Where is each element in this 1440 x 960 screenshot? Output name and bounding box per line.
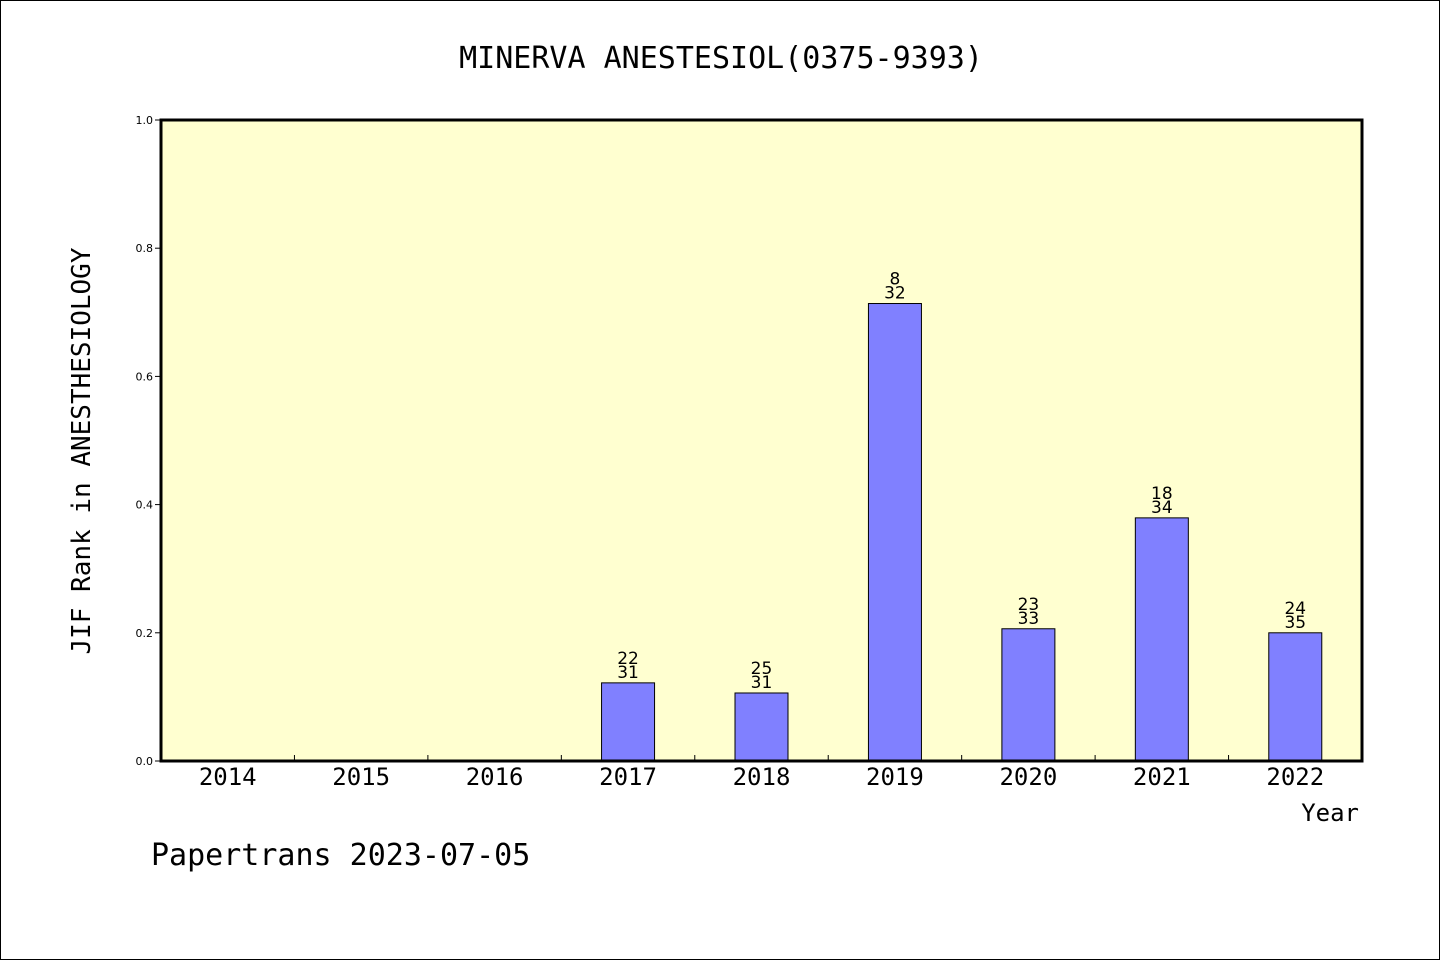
x-tick-label: 2018 — [733, 763, 791, 791]
bar-rank-label: 25 — [751, 659, 773, 679]
bar-total-label: 31 — [617, 663, 639, 683]
bar-2021 — [1134, 517, 1189, 762]
bar-2020 — [1001, 628, 1056, 762]
bar-total-label: 33 — [1018, 609, 1040, 629]
plot-border — [159, 118, 1364, 763]
x-ticks: 2014 2015 2016 2017 2018 2019 2020 2021 2022 — [199, 755, 1324, 791]
x-tick-label: 2019 — [866, 763, 924, 791]
y-axis-label: JIF Rank in ANESTHESIOLOGY — [67, 247, 97, 654]
x-tick-label: 2022 — [1266, 763, 1324, 791]
x-tick-label: 2014 — [199, 763, 257, 791]
y-tick-label: 0.0 — [136, 755, 154, 768]
bar-total-label: 34 — [1151, 498, 1173, 518]
bar-rank-label: 23 — [1018, 595, 1040, 615]
x-axis-label: Year — [1301, 799, 1359, 827]
x-tick-label: 2015 — [332, 763, 390, 791]
y-tick-label: 1.0 — [136, 114, 154, 127]
chart-title: MINERVA ANESTESIOL(0375-9393) — [459, 41, 983, 76]
x-tick-label: 2016 — [466, 763, 524, 791]
y-tick-label: 0.4 — [136, 499, 154, 512]
x-tick-label: 2017 — [599, 763, 657, 791]
y-tick-label: 0.6 — [136, 370, 154, 383]
bar-total-label: 31 — [751, 673, 773, 693]
x-tick-label: 2020 — [999, 763, 1057, 791]
y-tick-label: 0.2 — [136, 627, 154, 640]
bar-rank-label: 22 — [617, 649, 639, 669]
bar-2018 — [734, 692, 789, 762]
y-tick-label: 0.8 — [136, 242, 154, 255]
bar-rank-label: 24 — [1284, 599, 1306, 619]
x-tick-label: 2021 — [1133, 763, 1191, 791]
bar-2022 — [1268, 632, 1323, 762]
bar-2019 — [867, 303, 922, 762]
bar-2017 — [601, 682, 656, 762]
bar-rank-label: 18 — [1151, 484, 1173, 504]
bar-total-label: 35 — [1284, 613, 1306, 633]
y-ticks: 0.0 0.2 0.4 0.6 0.8 1.0 — [136, 114, 161, 768]
bar-rank-label: 8 — [890, 270, 901, 290]
bar-total-label: 32 — [884, 284, 906, 304]
footer-credit: Papertrans 2023-07-05 — [151, 838, 530, 873]
